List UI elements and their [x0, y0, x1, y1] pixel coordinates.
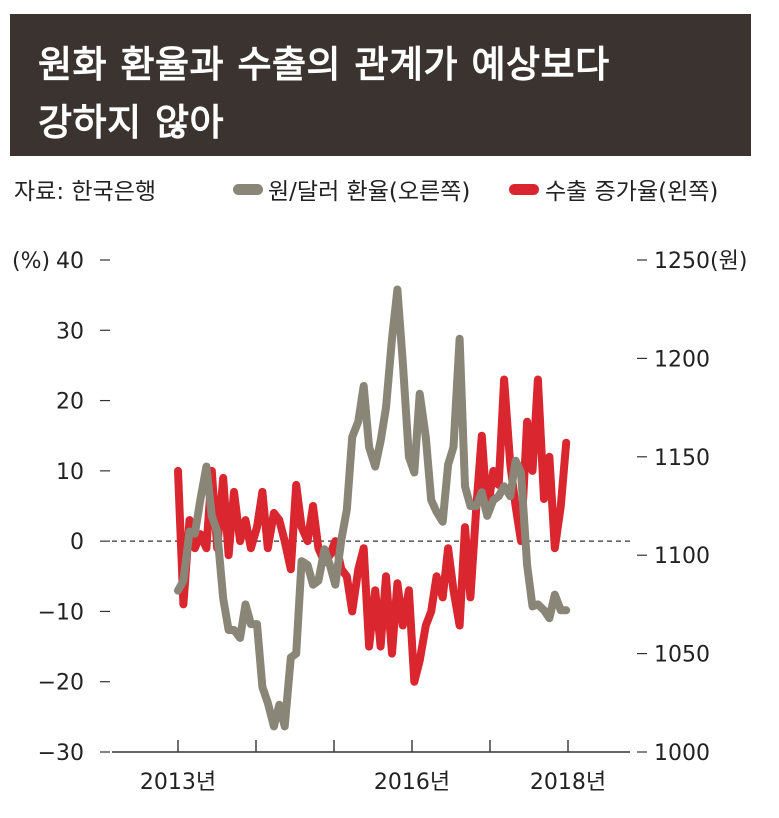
chart-title-line-2: 강하지 않아: [38, 101, 225, 144]
left-axis-tick-label: 10: [56, 460, 84, 485]
right-axis-tick-label: 1100: [654, 544, 710, 569]
left-axis-tick-label: 0: [70, 530, 84, 555]
x-axis-tick-label: 2018년: [530, 770, 606, 795]
export-growth-line: [174, 375, 571, 686]
right-axis-tick-label: 1050: [654, 643, 710, 668]
x-axis-tick-label: 2016년: [374, 770, 450, 795]
chart-title-line-1: 원화 환율과 수출의 관계가 예상보다: [38, 43, 610, 86]
legend-swatch-export-growth: [509, 184, 539, 195]
right-axis-tick-label: 1150: [654, 446, 710, 471]
exchange-rate-line: [174, 285, 571, 731]
right-axis-unit: (원): [710, 249, 747, 274]
left-axis-unit: (%): [12, 249, 50, 274]
source-note: 자료: 한국은행: [14, 179, 157, 205]
left-axis-tick-label: −20: [38, 671, 84, 696]
x-axis-tick-label: 2013년: [140, 770, 216, 795]
right-axis-tick-label: 1250: [654, 249, 710, 274]
left-axis-tick-label: −30: [38, 741, 84, 766]
left-axis-tick-label: 30: [56, 319, 84, 344]
left-axis-tick-label: 40: [56, 249, 84, 274]
left-axis-tick-label: −10: [38, 600, 84, 625]
left-axis-tick-label: 20: [56, 390, 84, 415]
right-axis-tick-label: 1000: [654, 741, 710, 766]
right-axis-tick-label: 1200: [654, 347, 710, 372]
legend-label-export-growth: 수출 증가율(왼쪽): [545, 179, 719, 205]
legend-label-exchange-rate: 원/달러 환율(오른쪽): [268, 179, 471, 205]
legend-swatch-exchange-rate: [233, 184, 263, 195]
title-banner: 원화 환율과 수출의 관계가 예상보다 강하지 않아: [10, 14, 751, 156]
